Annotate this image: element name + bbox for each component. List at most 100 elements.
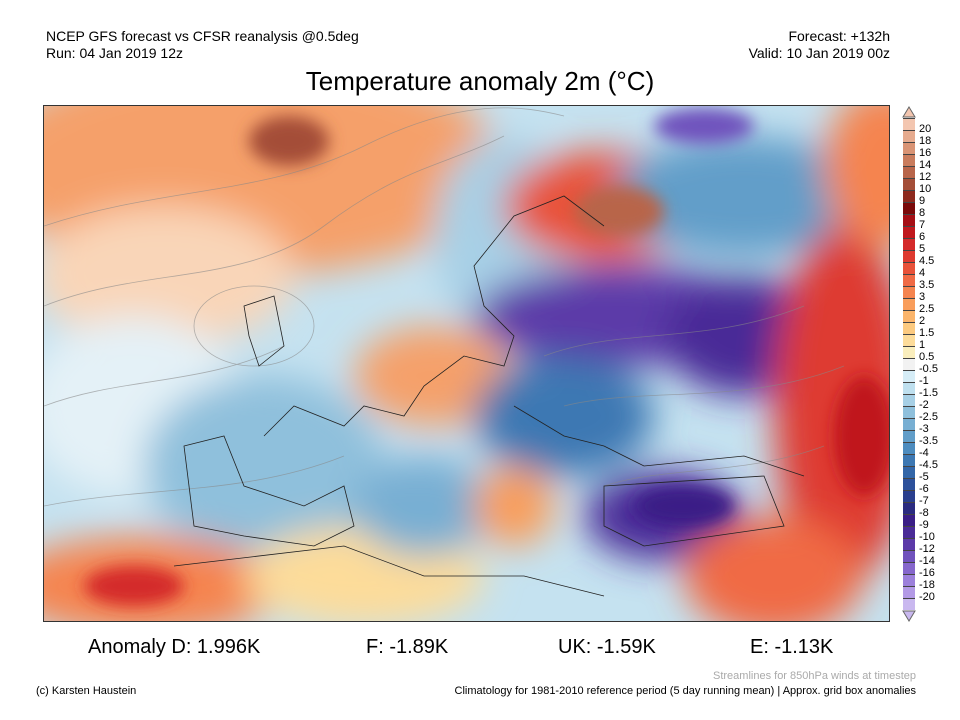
colorbar-swatch [903,118,915,130]
colorbar-label: -2.5 [919,411,938,423]
colorbar-swatch [903,226,915,238]
colorbar-max-arrow [902,106,916,118]
colorbar-label: -4.5 [919,459,938,471]
colorbar-label: -9 [919,519,929,531]
colorbar-label: -1.5 [919,387,938,399]
colorbar-swatch [903,454,915,466]
colorbar-swatch [903,334,915,346]
valid-time: Valid: 10 Jan 2019 00z [748,45,890,61]
colorbar-swatch [903,202,915,214]
colorbar-swatch [903,490,915,502]
colorbar-swatch [903,514,915,526]
colorbar-swatch [903,130,915,142]
colorbar-label: 14 [919,159,932,171]
colorbar-swatch [903,238,915,250]
colorbar-swatch [903,370,915,382]
colorbar-label: -5 [919,471,929,483]
colorbar-swatch [903,286,915,298]
colorbar-label: 8 [919,207,926,219]
colorbar-swatch [903,430,915,442]
colorbar-label: -8 [919,507,929,519]
colorbar-swatch [903,538,915,550]
climatology-note: Climatology for 1981-2010 reference peri… [454,685,916,697]
colorbar-swatch [903,190,915,202]
colorbar-label: -4 [919,447,929,459]
colorbar-label: 6 [919,231,926,243]
anomaly-field [44,106,889,621]
colorbar-label: -3 [919,423,929,435]
colorbar-label: 10 [919,183,932,195]
colorbar-label: -12 [919,543,935,555]
colorbar-swatch [903,250,915,262]
colorbar-swatch [903,598,915,610]
credit: (c) Karsten Haustein [36,685,137,697]
colorbar-swatch [903,154,915,166]
model-info: NCEP GFS forecast vs CFSR reanalysis @0.… [46,28,359,44]
colorbar-label: 4 [919,267,926,279]
forecast-hour: Forecast: +132h [788,28,890,44]
colorbar-label: 7 [919,219,926,231]
colorbar-label: -18 [919,579,935,591]
colorbar-label: 3 [919,291,926,303]
colorbar-label: 18 [919,135,932,147]
colorbar-label: 2.5 [919,303,935,315]
anomaly-uk: UK: -1.59K [558,636,656,658]
colorbar-label: 20 [919,123,932,135]
colorbar-label: -7 [919,495,929,507]
colorbar-label: -14 [919,555,935,567]
anomaly-spain: E: -1.13K [750,636,834,658]
colorbar-swatch [903,394,915,406]
colorbar-swatch [903,142,915,154]
colorbar-label: -3.5 [919,435,938,447]
colorbar-label: 1.5 [919,327,935,339]
colorbar-swatch [903,310,915,322]
anomaly-france: F: -1.89K [366,636,449,658]
anomaly-germany: Anomaly D: 1.996K [88,636,261,658]
colorbar-swatch [903,502,915,514]
colorbar-swatch [903,442,915,454]
colorbar-label: -2 [919,399,929,411]
coastlines [173,195,805,597]
colorbar-swatch [903,586,915,598]
colorbar-swatch [903,358,915,370]
colorbar-swatch [903,550,915,562]
colorbar-swatch [903,574,915,586]
colorbar-label: -6 [919,483,929,495]
colorbar-label: 3.5 [919,279,935,291]
colorbar-swatch [903,382,915,394]
colorbar-label: 1 [919,339,926,351]
anomaly-map [43,105,890,622]
colorbar-swatch [903,466,915,478]
colorbar-swatch [903,562,915,574]
colorbar-label: 0.5 [919,351,935,363]
colorbar-label: 2 [919,315,926,327]
colorbar-swatch [903,478,915,490]
colorbar-label: 16 [919,147,932,159]
colorbar-min-arrow [902,610,916,622]
colorbar-swatch [903,178,915,190]
colorbar-swatch [903,418,915,430]
colorbar-swatch [903,214,915,226]
map-title: Temperature anomaly 2m (°C) [305,66,655,96]
colorbar-swatch [903,346,915,358]
colorbar-swatch [903,262,915,274]
colorbar-label: 9 [919,195,926,207]
colorbar-swatch [903,526,915,538]
colorbar-label: -0.5 [919,363,938,375]
colorbar-swatch [903,274,915,286]
colorbar-swatch [903,298,915,310]
colorbar-swatch [903,322,915,334]
colorbar-label: -16 [919,567,935,579]
colorbar-label: -1 [919,375,929,387]
colorbar-label: 12 [919,171,932,183]
colorbar-swatch [903,406,915,418]
run-info: Run: 04 Jan 2019 12z [46,45,183,61]
colorbar-label: 4.5 [919,255,935,267]
wind-streamlines [44,107,845,507]
colorbar-label: -10 [919,531,935,543]
colorbar-label: -20 [919,591,935,603]
streamlines-note: Streamlines for 850hPa winds at timestep [713,670,916,682]
colorbar-label: 5 [919,243,926,255]
colorbar-swatch [903,166,915,178]
